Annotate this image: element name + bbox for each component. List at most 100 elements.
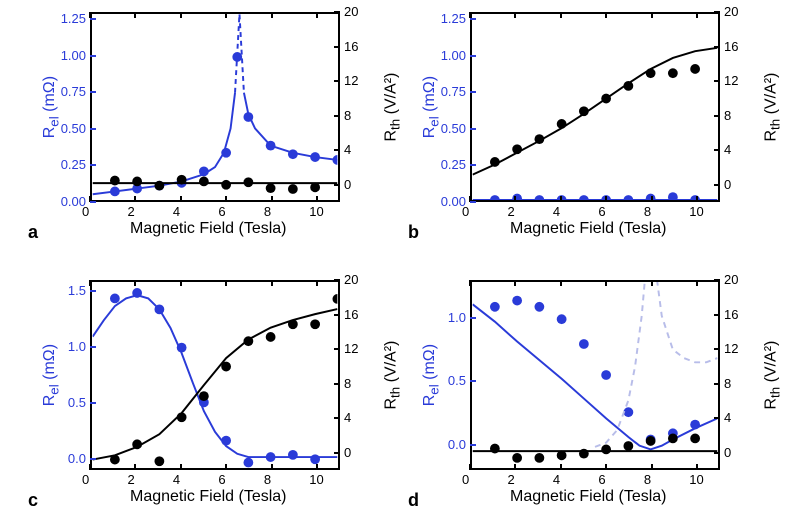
point-black_points xyxy=(690,434,700,444)
xtick-label: 4 xyxy=(173,472,180,487)
ytick-right xyxy=(334,149,340,151)
ytick-label-right: 0 xyxy=(344,445,351,460)
point-blue_points xyxy=(557,314,567,324)
xtick-label: 10 xyxy=(689,204,703,219)
xtick-label: 10 xyxy=(689,472,703,487)
xtick xyxy=(89,464,91,470)
ytick-label-right: 20 xyxy=(344,272,358,287)
plot-area-a xyxy=(90,12,340,202)
x-axis-label: Magnetic Field (Tesla) xyxy=(510,220,667,238)
point-blue_points xyxy=(288,450,298,460)
xtick-top xyxy=(89,280,91,286)
ytick-label-left: 0.5 xyxy=(448,373,466,388)
y-axis-label-left: Rel (mΩ) xyxy=(41,344,61,406)
ytick-label-right: 16 xyxy=(344,307,358,322)
ytick-left xyxy=(470,380,476,382)
figure-root: 02468100.000.250.500.751.001.25048121620… xyxy=(0,0,800,529)
ytick-label-left: 0.0 xyxy=(68,451,86,466)
plot-svg-c xyxy=(92,282,338,468)
xtick-label: 2 xyxy=(127,204,134,219)
xtick-label: 2 xyxy=(507,472,514,487)
ytick-right xyxy=(334,452,340,454)
xtick-top xyxy=(605,12,607,18)
ytick-label-right: 8 xyxy=(724,376,731,391)
xtick-top xyxy=(560,12,562,18)
xtick xyxy=(696,464,698,470)
y-axis-label-left: Rel (mΩ) xyxy=(41,76,61,138)
ytick-label-left: 1.0 xyxy=(68,339,86,354)
xtick-label: 8 xyxy=(264,204,271,219)
xtick xyxy=(180,196,182,202)
xtick xyxy=(316,464,318,470)
point-black_points xyxy=(512,453,522,463)
xtick xyxy=(225,464,227,470)
ytick-label-left: 0.25 xyxy=(441,157,466,172)
ytick-left xyxy=(470,164,476,166)
xtick-label: 4 xyxy=(553,472,560,487)
xtick-label: 4 xyxy=(173,204,180,219)
ytick-right xyxy=(334,46,340,48)
xtick-top xyxy=(180,12,182,18)
xtick xyxy=(605,196,607,202)
point-black_points xyxy=(132,177,142,187)
xtick-label: 8 xyxy=(264,472,271,487)
xtick xyxy=(651,464,653,470)
point-black_points xyxy=(668,68,678,78)
ytick-right xyxy=(714,115,720,117)
point-black_points xyxy=(623,441,633,451)
point-blue_points xyxy=(243,458,253,468)
ytick-label-left: 0.75 xyxy=(61,84,86,99)
xtick-label: 6 xyxy=(598,204,605,219)
point-blue_points xyxy=(310,454,320,464)
ytick-label-right: 4 xyxy=(344,142,351,157)
point-black_points xyxy=(154,456,164,466)
x-axis-label: Magnetic Field (Tesla) xyxy=(130,220,287,238)
xtick-top xyxy=(271,12,273,18)
xtick-top xyxy=(271,280,273,286)
plot-area-b xyxy=(470,12,720,202)
ytick-right xyxy=(714,383,720,385)
xtick xyxy=(651,196,653,202)
series-black_line xyxy=(93,309,338,459)
xtick-label: 10 xyxy=(309,472,323,487)
ytick-right xyxy=(334,314,340,316)
xtick-label: 6 xyxy=(218,204,225,219)
ytick-left xyxy=(90,201,96,203)
point-black_points xyxy=(332,294,342,304)
ytick-label-left: 1.25 xyxy=(441,11,466,26)
ytick-label-right: 16 xyxy=(724,39,738,54)
xtick-top xyxy=(469,280,471,286)
xtick xyxy=(514,196,516,202)
point-blue_points xyxy=(534,302,544,312)
ytick-right xyxy=(334,11,340,13)
xtick-top xyxy=(514,280,516,286)
point-black_points xyxy=(199,177,209,187)
ytick-label-left: 0.0 xyxy=(448,437,466,452)
xtick xyxy=(514,464,516,470)
panel-letter-c: c xyxy=(28,490,38,511)
panel-letter-b: b xyxy=(408,222,419,243)
ytick-left xyxy=(90,91,96,93)
ytick-label-right: 20 xyxy=(344,4,358,19)
plot-svg-d xyxy=(472,282,718,468)
xtick-top xyxy=(469,12,471,18)
ytick-right xyxy=(714,80,720,82)
xtick-top xyxy=(651,280,653,286)
xtick-top xyxy=(89,12,91,18)
series-blue_line xyxy=(93,295,338,457)
ytick-left xyxy=(470,201,476,203)
point-black_points xyxy=(266,183,276,193)
ytick-right xyxy=(334,184,340,186)
ytick-label-right: 20 xyxy=(724,4,738,19)
xtick-label: 0 xyxy=(82,472,89,487)
ytick-left xyxy=(90,55,96,57)
y-axis-label-right: Rth (V/A²) xyxy=(762,341,782,410)
point-blue_points xyxy=(668,192,678,202)
ytick-right xyxy=(714,46,720,48)
ytick-label-right: 8 xyxy=(724,108,731,123)
ytick-right xyxy=(334,383,340,385)
ytick-left xyxy=(90,18,96,20)
point-blue_points xyxy=(601,370,611,380)
y-axis-label-right: Rth (V/A²) xyxy=(382,341,402,410)
ytick-left xyxy=(90,402,96,404)
